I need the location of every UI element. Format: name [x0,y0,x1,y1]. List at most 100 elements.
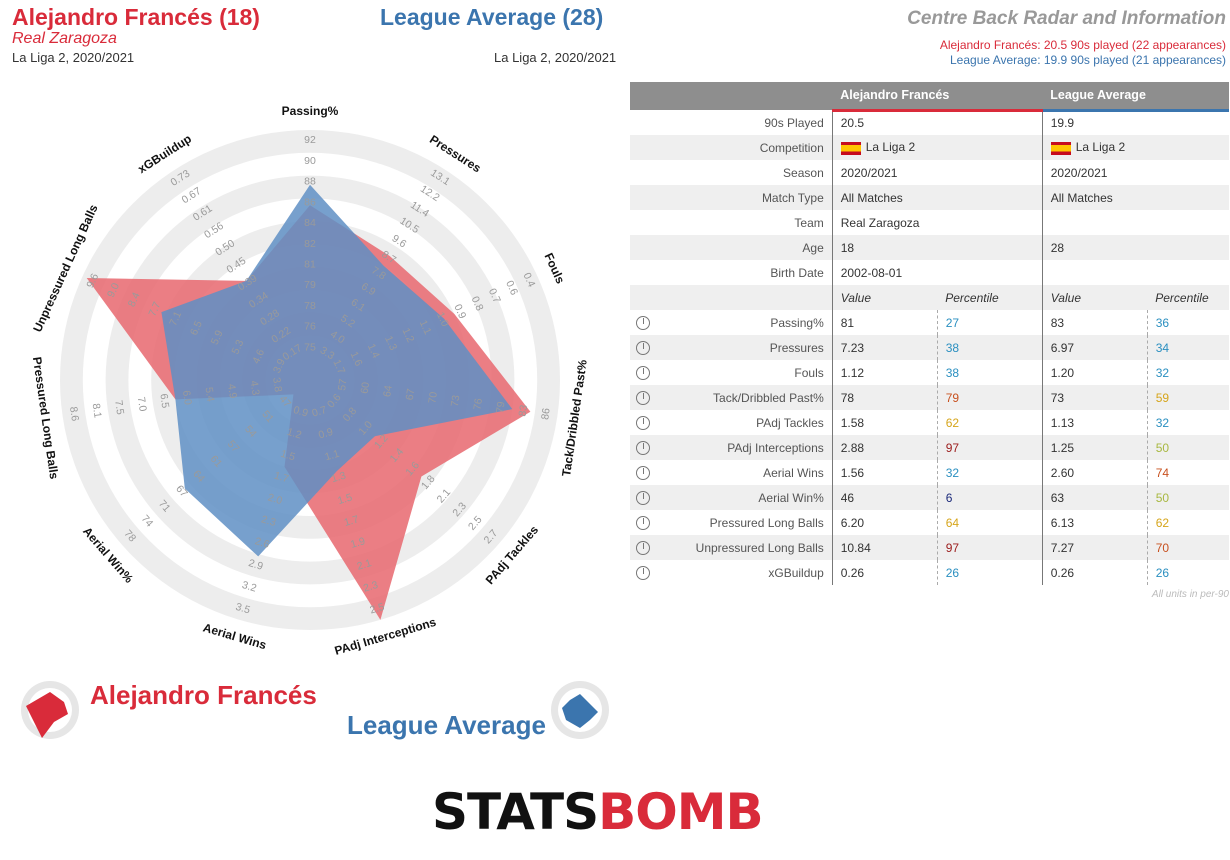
player-played-info: Alejandro Francés: 20.5 90s played (22 a… [939,38,1226,52]
average-stat-percentile: 36 [1146,310,1229,335]
radar-tick-label: 70 [426,391,440,404]
radar-tick-label: 9.0 [105,281,122,299]
average-stat-value: 6.97 [1042,335,1148,360]
average-stat-percentile: 50 [1146,435,1229,460]
player-stat-value: 2.88 [832,435,938,460]
stat-label: Pressures [652,335,833,360]
radar-tick-label: 4.6 [250,347,267,365]
radar-tick-label: 92 [304,134,316,146]
stat-row: Aerial Wins 1.56 32 2.60 74 [630,460,1229,485]
value-header: Value [1042,285,1148,310]
radar-tick-label: 81 [304,259,316,271]
radar-tick-label: 1.1 [417,318,434,336]
radar-tick-label: 57 [336,378,350,391]
average-stat-value: 63 [1042,485,1148,510]
radar-tick-label: 1.7 [343,513,361,529]
average-stat-value: 1.20 [1050,365,1075,380]
radar-chart: 7576787981828486889092Passing%3.34.05.26… [30,104,590,658]
row-label: Competition [652,135,833,160]
radar-tick-label: 1.6 [348,350,365,368]
player-competition: La Liga 2, 2020/2021 [12,50,135,65]
statsbomb-logo: STATSBOMB [432,783,764,841]
average-value: La Liga 2 [1042,135,1229,160]
player-stat-value: 0.26 [840,565,865,580]
stat-label: Aerial Wins [652,460,833,485]
radar-tick-label: 4.9 [225,383,239,399]
player-club: Real Zaragoza [12,30,117,47]
stat-row: Tack/Dribbled Past% 78 79 73 59 [630,385,1229,410]
radar-tick-label: 79 [494,401,508,414]
percentile-header: Percentile [937,285,1043,310]
stat-row: Aerial Win% 46 6 63 50 [630,485,1229,510]
stat-gauge-icon [636,390,650,405]
info-row: Competition La Liga 2 La Liga 2 [630,135,1229,160]
player-stat-percentile: 62 [936,410,1043,435]
player-stat-value: 1.58 [840,415,865,430]
player-stat-percentile: 97 [936,535,1043,560]
radar-tick-label: 7.7 [146,300,163,318]
radar-tick-label: 0.6 [503,279,520,297]
radar-tick-label: 5.3 [229,338,246,356]
stat-label: Passing% [652,310,833,335]
radar-series-average [161,184,513,557]
stat-label: Fouls [652,360,833,385]
radar-tick-label: 88 [304,176,316,188]
radar-tick-label: 0.7 [311,404,329,420]
stat-gauge-icon [636,415,650,430]
radar-tick-label: 0.9 [317,426,335,442]
average-stat-percentile: 74 [1146,460,1229,485]
radar-tick-label: 75 [304,341,316,353]
player-stat-value: 78 [832,385,938,410]
average-stat-value: 73 [1042,385,1148,410]
stat-gauge-icon [636,315,650,330]
radar-tick-label: 0.7 [486,287,503,305]
average-stat-percentile: 32 [1146,360,1229,385]
player-value: La Liga 2 [832,135,1043,160]
player-stat-value: 7.23 [832,335,938,360]
stat-gauge-icon [636,465,650,480]
radar-axis-label: Tack/Dribbled Past% [559,358,590,477]
player-stat-percentile: 26 [936,560,1043,585]
stat-gauge-icon [636,565,650,580]
radar-tick-label: 73 [449,394,463,407]
radar-tick-label: 5.4 [202,386,216,402]
player-legend-label: Alejandro Francés [90,680,317,710]
stat-row: PAdj Interceptions 2.88 97 1.25 50 [630,435,1229,460]
stat-row: xGBuildup 0.26 26 0.26 26 [630,560,1229,585]
player-legend-icon [20,680,80,740]
stat-header-row: Value Percentile Value Percentile [630,285,1229,310]
average-stat-percentile: 70 [1146,535,1229,560]
stat-label: xGBuildup [652,560,833,585]
average-stat-percentile: 26 [1146,560,1229,585]
radar-axis-label: Aerial Wins [201,620,268,652]
average-stat-value: 7.27 [1042,535,1148,560]
radar-tick-label: 90 [304,155,316,167]
info-row: Season 2020/2021 2020/2021 [630,160,1229,185]
average-played-info: League Average: 19.9 90s played (21 appe… [950,53,1226,67]
player-stat-percentile: 64 [936,510,1043,535]
info-row: Match Type All Matches All Matches [630,185,1229,210]
radar-type-title: Centre Back Radar and Information [907,8,1226,29]
logo-text: STATSBOMB [432,783,764,841]
info-row: Age 18 28 [630,235,1229,260]
radar-tick-label: 1.7 [330,358,347,376]
average-stat-percentile: 62 [1146,510,1229,535]
average-stat-value: 0.26 [1050,565,1075,580]
radar-tick-label: 1.2 [399,326,416,344]
radar-tick-label: 7.1 [167,309,184,327]
stat-label: PAdj Tackles [652,410,833,435]
player-title: Alejandro Francés (18) [12,4,260,30]
player-value: 20.5 [832,110,1043,135]
row-label: 90s Played [652,110,833,135]
stat-row: Unpressured Long Balls 10.84 97 7.27 70 [630,535,1229,560]
average-stat-percentile: 59 [1146,385,1229,410]
radar-tick-label: 2.1 [356,557,374,573]
average-stat-percentile: 32 [1146,410,1229,435]
radar-tick-label: 0.8 [469,295,486,313]
radar-tick-label: 1.2 [286,426,304,442]
radar-tick-label: 9.6 [84,272,101,290]
info-row: 90s Played 20.5 19.9 [630,110,1229,135]
player-stat-percentile: 79 [936,385,1043,410]
stat-gauge-icon [636,365,650,380]
radar-tick-label: 1.4 [365,342,382,360]
